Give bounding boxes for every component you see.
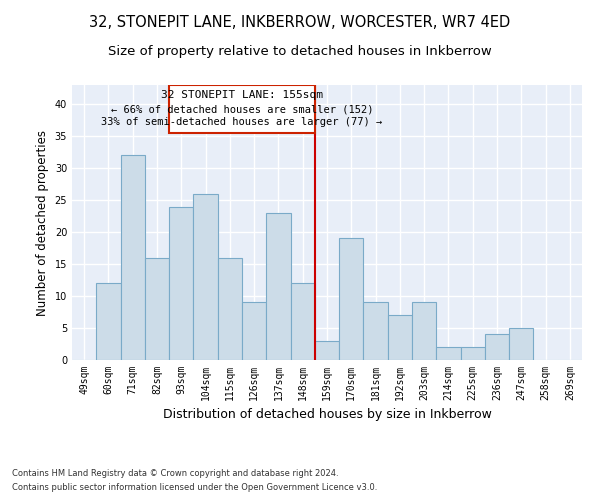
Bar (266, 213, 290, 360)
Bar (169, 206, 193, 360)
Bar (315, 341, 339, 360)
Bar (339, 238, 364, 360)
Bar (388, 315, 412, 360)
Text: Contains HM Land Registry data © Crown copyright and database right 2024.: Contains HM Land Registry data © Crown c… (12, 468, 338, 477)
Bar (290, 284, 315, 360)
Bar (121, 156, 145, 360)
Bar (509, 328, 533, 360)
Bar (96, 284, 121, 360)
Bar (145, 258, 169, 360)
Text: 32 STONEPIT LANE: 155sqm: 32 STONEPIT LANE: 155sqm (161, 90, 323, 100)
Bar (461, 347, 485, 360)
FancyBboxPatch shape (169, 85, 315, 133)
Bar (218, 258, 242, 360)
Bar (364, 302, 388, 360)
Bar (193, 194, 218, 360)
Bar (242, 302, 266, 360)
Bar (485, 334, 509, 360)
Bar (436, 347, 461, 360)
Text: 32, STONEPIT LANE, INKBERROW, WORCESTER, WR7 4ED: 32, STONEPIT LANE, INKBERROW, WORCESTER,… (89, 15, 511, 30)
Text: 33% of semi-detached houses are larger (77) →: 33% of semi-detached houses are larger (… (101, 117, 383, 127)
Text: ← 66% of detached houses are smaller (152): ← 66% of detached houses are smaller (15… (111, 104, 373, 114)
Text: Size of property relative to detached houses in Inkberrow: Size of property relative to detached ho… (108, 45, 492, 58)
X-axis label: Distribution of detached houses by size in Inkberrow: Distribution of detached houses by size … (163, 408, 491, 422)
Text: Contains public sector information licensed under the Open Government Licence v3: Contains public sector information licen… (12, 484, 377, 492)
Bar (412, 302, 436, 360)
Y-axis label: Number of detached properties: Number of detached properties (36, 130, 49, 316)
